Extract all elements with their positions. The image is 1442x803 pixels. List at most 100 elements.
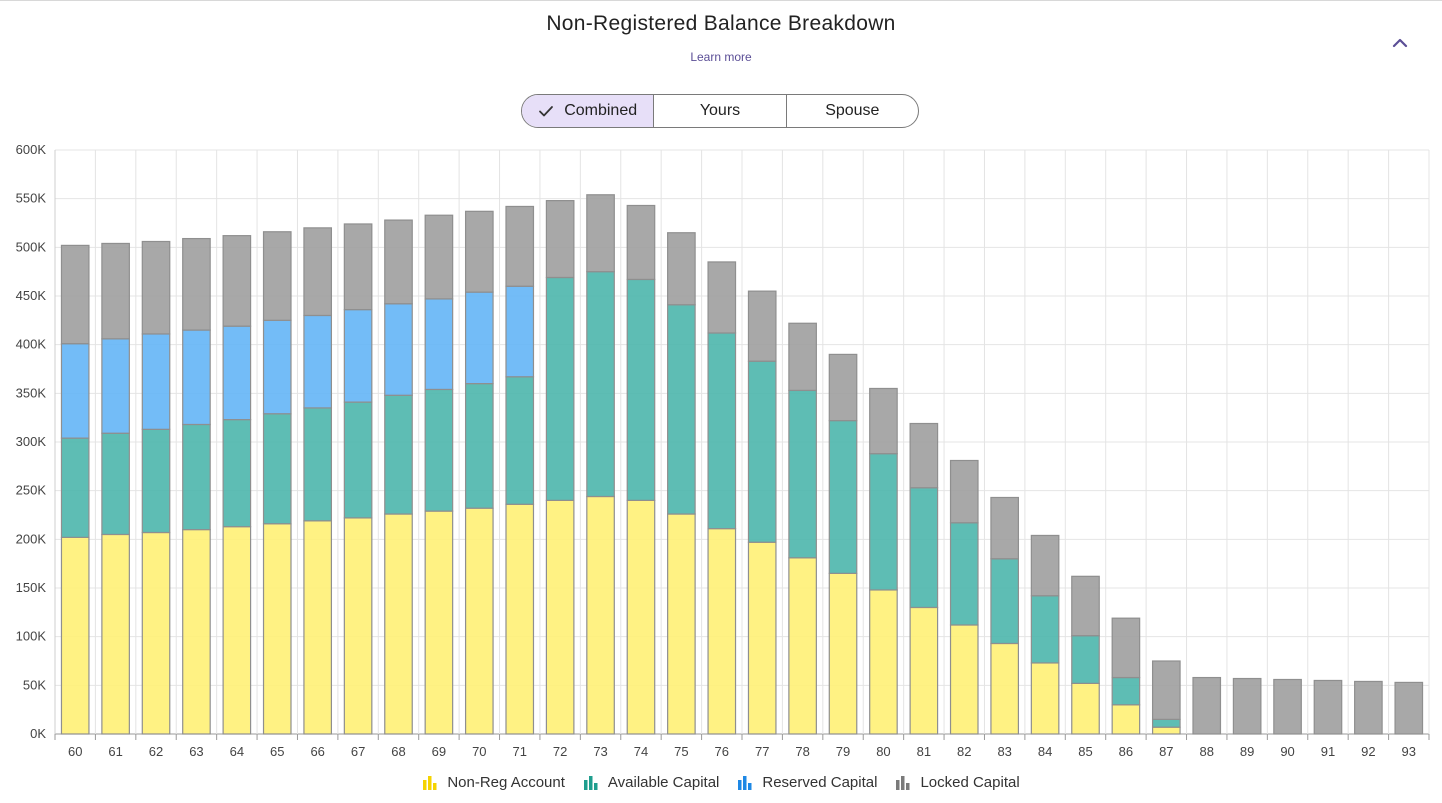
bar-segment[interactable]	[545, 276, 575, 501]
bar-segment[interactable]	[384, 513, 413, 735]
bar-segment[interactable]	[384, 219, 413, 305]
bar-segment[interactable]	[222, 325, 252, 421]
bar-segment[interactable]	[1394, 681, 1424, 735]
bar-segment[interactable]	[222, 235, 252, 327]
toggle-combined[interactable]: Combined	[522, 95, 654, 127]
learn-more-link[interactable]: Learn more	[690, 50, 752, 64]
bar-segment[interactable]	[626, 204, 656, 281]
bar-segment[interactable]	[1273, 678, 1302, 735]
bar-segment[interactable]	[828, 572, 858, 735]
bar-segment[interactable]	[545, 200, 575, 279]
bar-segment[interactable]	[707, 261, 737, 334]
bar-segment[interactable]	[1071, 575, 1100, 637]
bar-segment[interactable]	[707, 528, 737, 735]
bar-segment[interactable]	[1354, 680, 1383, 735]
bar-segment[interactable]	[949, 459, 979, 524]
bar-segment[interactable]	[949, 624, 979, 735]
bar-segment[interactable]	[949, 522, 979, 626]
bar-segment[interactable]	[384, 394, 413, 515]
bar-segment[interactable]	[60, 343, 90, 439]
bar-segment[interactable]	[828, 353, 858, 422]
bar-segment[interactable]	[788, 322, 817, 392]
toggle-spouse[interactable]: Spouse	[785, 95, 918, 127]
bar-segment[interactable]	[141, 333, 171, 430]
collapse-button[interactable]	[1389, 32, 1411, 54]
bar-segment[interactable]	[424, 298, 454, 391]
bar-segment[interactable]	[1071, 635, 1100, 684]
bar-segment[interactable]	[303, 314, 333, 409]
bar-segment[interactable]	[424, 388, 454, 512]
legend-item[interactable]: Reserved Capital	[737, 774, 877, 791]
bar-segment[interactable]	[303, 407, 333, 522]
bar-segment[interactable]	[1151, 718, 1181, 728]
legend-item[interactable]: Non-Reg Account	[422, 774, 565, 791]
bar-segment[interactable]	[141, 240, 171, 335]
bar-segment[interactable]	[262, 413, 292, 525]
bar-segment[interactable]	[1232, 677, 1262, 735]
bar-segment[interactable]	[909, 606, 939, 735]
legend-item[interactable]: Available Capital	[583, 774, 719, 791]
bar-segment[interactable]	[1151, 726, 1181, 735]
bar-segment[interactable]	[464, 210, 494, 293]
bar-segment[interactable]	[222, 419, 252, 528]
bar-segment[interactable]	[990, 558, 1020, 645]
bar-segment[interactable]	[1030, 662, 1060, 735]
bar-segment[interactable]	[626, 278, 656, 502]
legend-item[interactable]: Locked Capital	[895, 774, 1020, 791]
bar-segment[interactable]	[788, 557, 817, 735]
bar-segment[interactable]	[101, 533, 130, 735]
bar-segment[interactable]	[626, 499, 656, 735]
bar-segment[interactable]	[424, 214, 454, 300]
bar-segment[interactable]	[1071, 682, 1100, 735]
bar-segment[interactable]	[1313, 679, 1343, 735]
bar-segment[interactable]	[505, 285, 535, 378]
bar-segment[interactable]	[262, 319, 292, 415]
bar-segment[interactable]	[182, 529, 211, 735]
bar-segment[interactable]	[1111, 676, 1141, 706]
bar-segment[interactable]	[869, 387, 898, 455]
bar-segment[interactable]	[747, 541, 777, 735]
bar-segment[interactable]	[343, 517, 373, 735]
bar-segment[interactable]	[1030, 595, 1060, 664]
bar-segment[interactable]	[1030, 534, 1060, 597]
bar-segment[interactable]	[464, 383, 494, 509]
bar-segment[interactable]	[667, 232, 696, 306]
bar-segment[interactable]	[101, 432, 130, 536]
bar-segment[interactable]	[545, 499, 575, 735]
bar-segment[interactable]	[141, 428, 171, 534]
bar-segment[interactable]	[182, 329, 211, 426]
bar-segment[interactable]	[60, 244, 90, 345]
bar-segment[interactable]	[667, 304, 696, 515]
bar-segment[interactable]	[60, 437, 90, 538]
bar-segment[interactable]	[869, 589, 898, 735]
bar-segment[interactable]	[828, 419, 858, 575]
toggle-yours[interactable]: Yours	[653, 95, 785, 127]
bar-segment[interactable]	[990, 496, 1020, 560]
bar-segment[interactable]	[505, 205, 535, 287]
bar-segment[interactable]	[990, 642, 1020, 735]
bar-segment[interactable]	[464, 507, 494, 735]
bar-segment[interactable]	[1111, 617, 1141, 679]
bar-segment[interactable]	[424, 510, 454, 735]
bar-segment[interactable]	[505, 503, 535, 735]
bar-segment[interactable]	[182, 237, 211, 331]
bar-segment[interactable]	[182, 423, 211, 531]
bar-segment[interactable]	[505, 376, 535, 505]
bar-segment[interactable]	[60, 536, 90, 735]
bar-segment[interactable]	[303, 227, 333, 317]
bar-segment[interactable]	[747, 360, 777, 543]
bar-segment[interactable]	[586, 495, 615, 735]
bar-segment[interactable]	[586, 271, 615, 498]
bar-segment[interactable]	[1111, 704, 1141, 735]
bar-segment[interactable]	[869, 453, 898, 591]
bar-segment[interactable]	[464, 291, 494, 385]
bar-segment[interactable]	[222, 526, 252, 735]
bar-segment[interactable]	[707, 332, 737, 530]
bar-segment[interactable]	[586, 194, 615, 273]
bar-segment[interactable]	[343, 401, 373, 519]
bar-segment[interactable]	[262, 523, 292, 735]
bar-segment[interactable]	[747, 290, 777, 362]
bar-segment[interactable]	[141, 531, 171, 735]
bar-segment[interactable]	[1151, 660, 1181, 721]
bar-segment[interactable]	[343, 309, 373, 403]
